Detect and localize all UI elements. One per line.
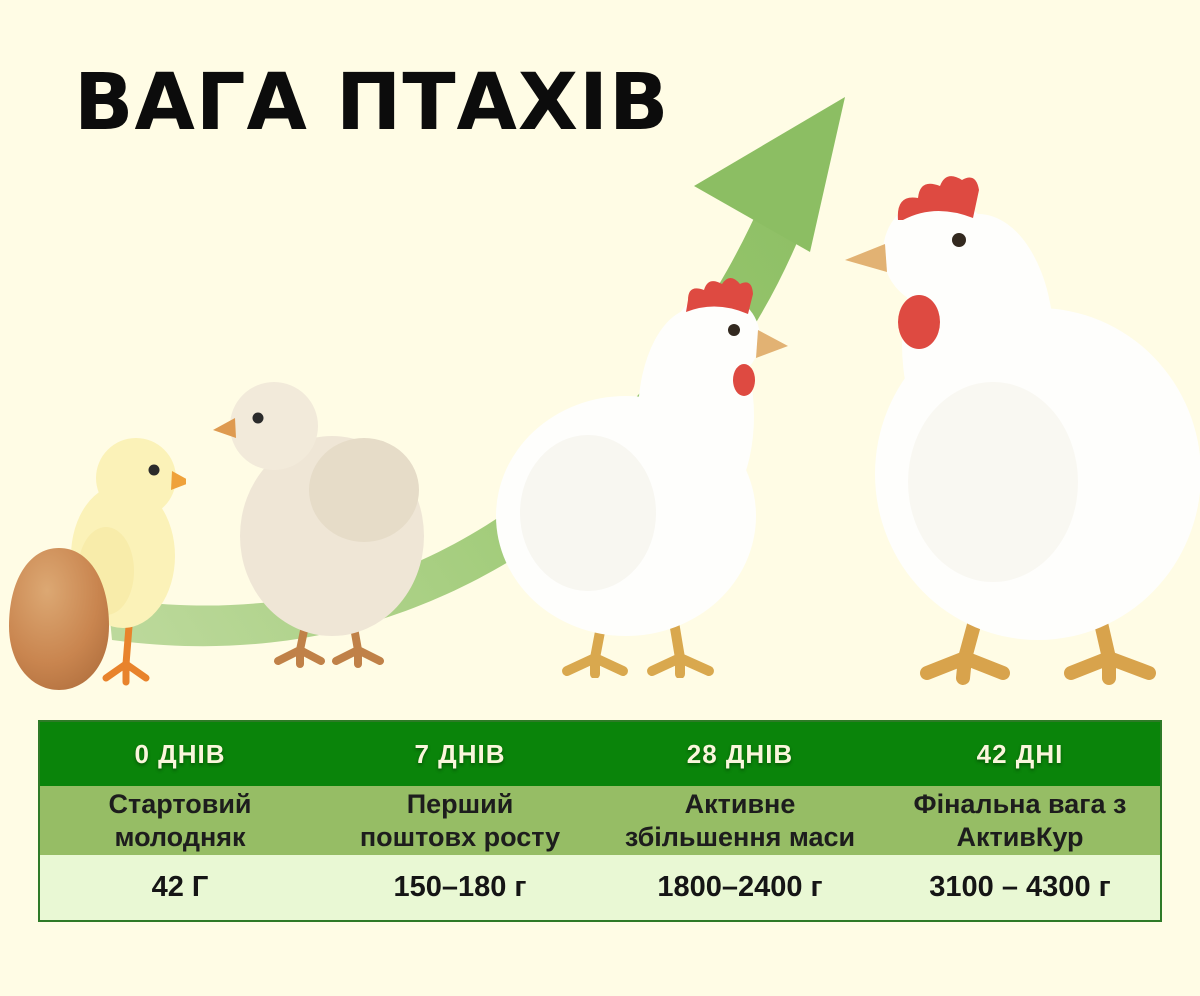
stage-28-days: Активне збільшення маси <box>600 786 880 855</box>
stage-line: молодняк <box>114 821 246 852</box>
age-header-0-days: 0 ДНІВ <box>134 738 226 769</box>
stage-line: Активне <box>684 789 796 820</box>
stage-line: АктивКур <box>956 821 1084 852</box>
table-stage-row: Стартовий молодняк Перший поштовх росту … <box>40 786 1160 855</box>
stage-0-days: Стартовий молодняк <box>40 786 320 855</box>
egg-illustration <box>9 548 109 690</box>
age-header-42-days: 42 ДНІ <box>976 738 1064 769</box>
weight-7-days: 150–180 г <box>393 871 527 903</box>
age-header-7-days: 7 ДНІВ <box>414 738 506 769</box>
stage-line: поштовх росту <box>359 821 561 852</box>
stage-line: збільшення маси <box>624 821 856 852</box>
stage-line: Фінальна вага з <box>913 789 1127 820</box>
week-old-chick-illustration <box>213 382 424 668</box>
weight-28-days: 1800–2400 г <box>657 871 823 903</box>
table-weight-row: 42 Г 150–180 г 1800–2400 г 3100 – 4300 г <box>40 855 1160 920</box>
stage-line: Перший <box>406 789 514 820</box>
stage-line: Стартовий <box>108 789 252 820</box>
page-title: ВАГА ПТАХІВ <box>74 58 670 148</box>
table-header-row: 0 ДНІВ 7 ДНІВ 28 ДНІВ 42 ДНІ <box>40 722 1160 786</box>
adult-chicken-illustration <box>845 176 1200 685</box>
growth-table: 0 ДНІВ 7 ДНІВ 28 ДНІВ 42 ДНІ Стартовий м… <box>38 720 1162 922</box>
stage-42-days: Фінальна вага з АктивКур <box>880 786 1160 855</box>
weight-0-days: 42 Г <box>151 871 209 903</box>
age-header-28-days: 28 ДНІВ <box>686 738 794 769</box>
weight-42-days: 3100 – 4300 г <box>929 871 1111 903</box>
month-old-chicken-illustration <box>496 278 788 678</box>
stage-7-days: Перший поштовх росту <box>320 786 600 855</box>
